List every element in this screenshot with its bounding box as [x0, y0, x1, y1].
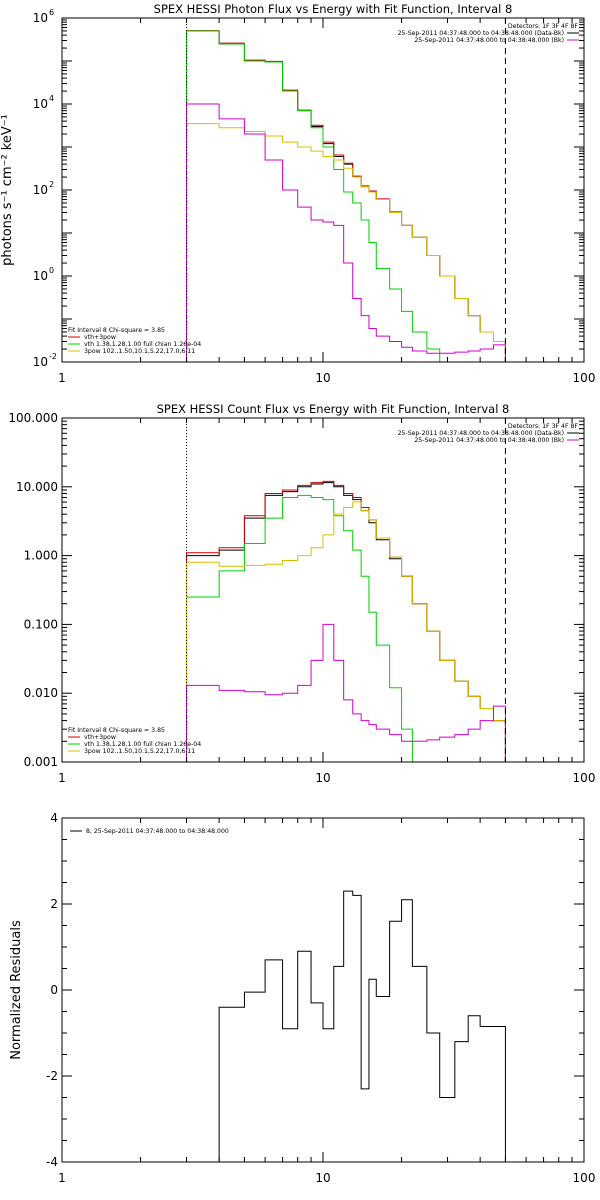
- x-tick-label: 10: [315, 1171, 330, 1185]
- series-line-bk: [186, 103, 506, 362]
- y-tick-label: 10.000: [16, 480, 58, 494]
- fit-legend-entry: vth 1.38,1.28,1.00 full chian 1.26e-04: [84, 741, 201, 748]
- legend-entry-text: 25-Sep-2011 04:37:48.000 to 04:38:48.000…: [398, 30, 564, 37]
- series-line-vth-3pow: [186, 30, 506, 362]
- y-tick-label: 100.000: [8, 411, 58, 425]
- y-tick-exponent: 0: [49, 266, 54, 275]
- series-line-bk: [186, 623, 506, 762]
- series-group: [186, 30, 506, 362]
- x-tick-label: 10: [315, 371, 330, 385]
- y-tick-exponent: -2: [49, 352, 57, 361]
- y-tick-label: 10: [33, 355, 48, 369]
- series-line-vth: [186, 30, 506, 362]
- fit-legend-entry: vth 1.38,1.28,1.00 full chian 1.26e-04: [84, 341, 201, 348]
- y-tick-label: 1.000: [24, 549, 58, 563]
- fit-legend-header: Fit Interval 8 Chi-square = 3.85: [68, 727, 165, 734]
- y-tick-label: 0.100: [24, 617, 58, 631]
- x-tick-label: 1: [58, 371, 66, 385]
- y-tick-label: 10: [33, 269, 48, 283]
- series-group: [218, 890, 506, 1162]
- x-tick-label: 1: [58, 771, 66, 785]
- x-tick-label: 1: [58, 1171, 66, 1185]
- x-tick-label: 100: [573, 771, 596, 785]
- y-tick-label: 0: [50, 983, 58, 997]
- legend-entry-text: 25-Sep-2011 04:37:48.000 to 04:38:48.000…: [414, 37, 564, 44]
- chart-title: SPEX HESSI Photon Flux vs Energy with Fi…: [154, 2, 513, 16]
- fit-legend-entry: 3pow 102.,1.50,10.1,5.22,17.0,6.11: [84, 748, 195, 755]
- fit-legend-entry: vth+3pow: [84, 734, 116, 741]
- x-tick-label: 100: [573, 371, 596, 385]
- y-tick-exponent: 6: [49, 8, 54, 17]
- fit-legend-header: Fit Interval 8 Chi-square = 3.85: [68, 327, 165, 334]
- series-group: [186, 480, 506, 762]
- legend-entry-text: 25-Sep-2011 04:37:48.000 to 04:38:48.000…: [414, 437, 564, 444]
- y-tick-label: 4: [50, 811, 58, 825]
- fit-legend-entry: 3pow 102.,1.50,10.1,5.22,17.0,6.11: [84, 348, 195, 355]
- x-tick-label: 100: [573, 1171, 596, 1185]
- chart-title: SPEX HESSI Count Flux vs Energy with Fit…: [157, 402, 510, 416]
- series-line-vth: [186, 494, 428, 762]
- fit-legend-entry: vth+3pow: [84, 334, 116, 341]
- series-line-3pow: [186, 501, 506, 762]
- legend-entry-text: 25-Sep-2011 04:37:48.000 to 04:38:48.000…: [398, 430, 564, 437]
- chart-panel-1: SPEX HESSI Photon Flux vs Energy with Fi…: [0, 2, 595, 385]
- y-tick-label: -2: [46, 1069, 58, 1083]
- series-line-3pow: [186, 123, 506, 362]
- chart-panel-2: SPEX HESSI Count Flux vs Energy with Fit…: [8, 402, 595, 785]
- y-tick-label: 2: [50, 897, 58, 911]
- y-tick-label: 0.010: [24, 686, 58, 700]
- y-tick-exponent: 2: [49, 180, 54, 189]
- series-line-data-bk: [186, 482, 506, 762]
- y-tick-label: -4: [46, 1155, 58, 1169]
- y-tick-exponent: 4: [49, 94, 54, 103]
- legend-entry-text: 8, 25-Sep-2011 04:37:48.000 to 04:38:48.…: [86, 828, 229, 835]
- y-tick-label: 10: [33, 183, 48, 197]
- y-axis-label: photons s⁻¹ cm⁻² keV⁻¹: [0, 114, 15, 266]
- y-tick-label: 10: [33, 11, 48, 25]
- y-tick-label: 10: [33, 97, 48, 111]
- x-tick-label: 10: [315, 771, 330, 785]
- legend-header: Detectors: 1F 3F 4F 8F: [508, 423, 579, 430]
- series-line-data-bk: [186, 30, 506, 362]
- legend-header: Detectors: 1F 3F 4F 8F: [508, 23, 579, 30]
- y-axis-label: Normalized Residuals: [9, 920, 24, 1060]
- series-line-vth-3pow: [186, 480, 506, 762]
- y-tick-label: 0.001: [24, 755, 58, 769]
- chart-panel-3: 1 10 100 -4 -2 0 2 4 Normalized Residuals 8, 25-S…: [9, 811, 595, 1185]
- series-line-8-25-sep-2011-04-37-48-000-to-04-38-48-000: [218, 890, 506, 1162]
